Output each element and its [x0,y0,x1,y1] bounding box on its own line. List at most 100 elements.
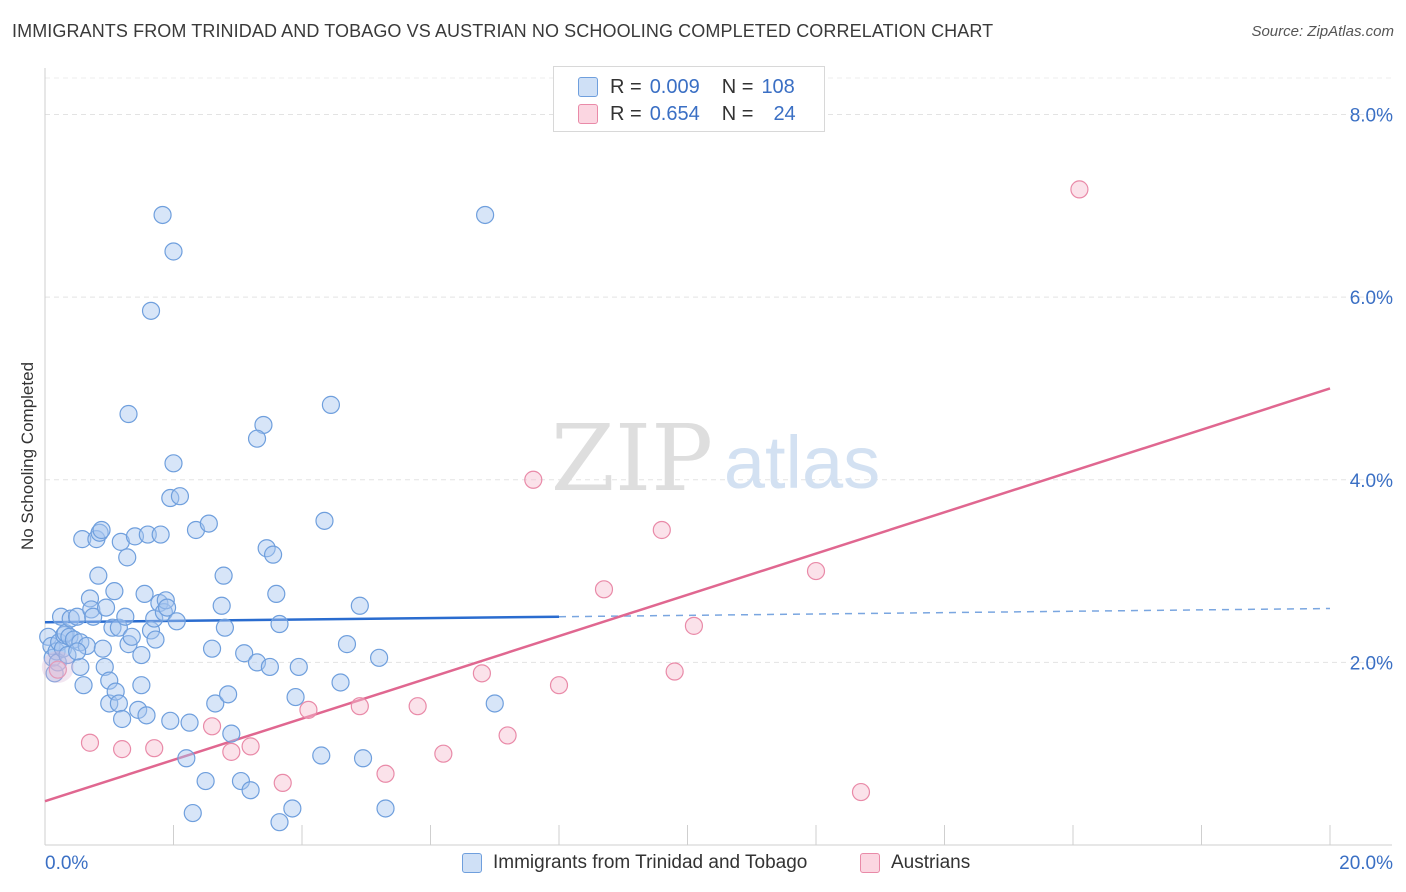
tick-labels: 2.0% 4.0% 6.0% 8.0% 0.0% 20.0% [45,106,1393,874]
legend-row-austrians: R = 0.654 N = 24 [578,103,796,125]
point-trinidad [270,813,289,832]
point-trinidad [164,242,183,261]
point-trinidad [321,395,341,414]
point-trinidad [122,627,141,646]
y-tick-label: 8.0% [1350,106,1393,127]
point-trinidad [263,545,283,564]
point-trinidad [90,523,109,542]
point-austrians [376,764,395,783]
point-trinidad [106,682,125,701]
point-trinidad [105,582,124,601]
point-austrians [434,744,453,763]
legend-n-label: N = [721,102,754,125]
source-label: Source: ZipAtlas.com [1251,23,1394,40]
legend-n-value: 24 [773,102,796,125]
point-trinidad [241,781,260,800]
point-trinidad [109,694,128,713]
point-trinidad [180,713,199,732]
point-trinidad [132,645,151,665]
point-trinidad [109,618,128,637]
series-legend-austrians: Austrians [860,852,970,874]
point-trinidad [137,706,156,725]
point-trinidad [247,429,267,448]
point-trinidad [183,803,202,823]
point-trinidad [353,749,373,768]
point-trinidad [95,657,114,677]
legend-n-value: 108 [761,75,795,98]
point-trinidad [71,657,90,677]
point-austrians [112,740,132,759]
correlation-legend: R = 0.009 N = 108 R = 0.654 N = 24 [553,66,825,132]
point-austrians [594,580,614,599]
point-austrians [1070,180,1089,199]
point-trinidad [312,746,331,765]
chart-title: IMMIGRANTS FROM TRINIDAD AND TOBAGO VS A… [12,21,994,41]
point-austrians [350,697,369,716]
point-trinidad [212,596,231,615]
legend-r-label: R = [610,102,642,125]
point-trinidad [103,618,122,637]
point-trinidad [58,645,77,665]
point-trinidad [215,618,234,637]
point-trinidad [138,525,157,544]
point-austrians [549,676,569,695]
point-trinidad [219,685,238,704]
series-label-austrians: Austrians [891,852,971,873]
point-trinidad [370,648,389,667]
point-trinidad [48,653,67,672]
point-trinidad [61,609,80,628]
trendline-trinidad [44,615,560,624]
point-trinidad [350,596,369,615]
point-austrians [145,739,164,758]
point-austrians [684,616,704,635]
point-trinidad [337,635,357,654]
point-trinidad [96,598,116,617]
point-trinidad [157,598,177,617]
series-label-trinidad: Immigrants from Trinidad and Tobago [493,852,808,873]
point-trinidad [68,607,87,626]
point-trinidad [260,657,279,677]
series-swatch-austrians [860,853,880,873]
trendline-trinidad-extension [558,607,1331,618]
point-austrians [241,737,260,756]
point-trinidad [92,520,111,540]
legend-r-label: R = [610,75,642,98]
point-trinidad [376,799,395,818]
point-trinidad [119,404,138,424]
point-austrians [48,660,67,679]
point-trinidad [151,525,170,544]
point-trinidad [206,694,225,713]
point-trinidad [112,709,132,729]
data-points [39,180,1089,832]
point-trinidad [199,514,218,533]
point-trinidad [283,799,302,818]
point-austrians [665,662,684,681]
point-trinidad [100,671,119,690]
point-trinidad [235,644,254,663]
point-trinidad [74,676,93,695]
point-trinidad [89,566,108,585]
point-austrians [524,470,543,489]
point-trinidad [116,607,135,626]
point-trinidad [153,205,172,225]
point-trinidad [286,687,305,707]
point-trinidad [177,749,196,768]
point-trinidad [111,532,130,551]
series-legend-trinidad: Immigrants from Trinidad and Tobago [462,852,807,874]
point-austrians [202,717,222,736]
watermark-atlas: atlas [724,421,880,504]
gridlines [45,77,1392,663]
y-tick-label: 6.0% [1350,288,1393,309]
point-trinidad [196,771,215,791]
point-trinidad [476,205,495,225]
point-trinidad [485,694,504,713]
point-trinidad [132,676,151,695]
point-trinidad [146,630,165,649]
point-trinidad [231,771,251,791]
point-austrians [408,697,427,716]
point-trinidad [141,301,161,320]
y-tick-label: 4.0% [1350,471,1393,492]
legend-row-trinidad: R = 0.009 N = 108 [578,76,795,98]
point-trinidad [156,591,175,610]
